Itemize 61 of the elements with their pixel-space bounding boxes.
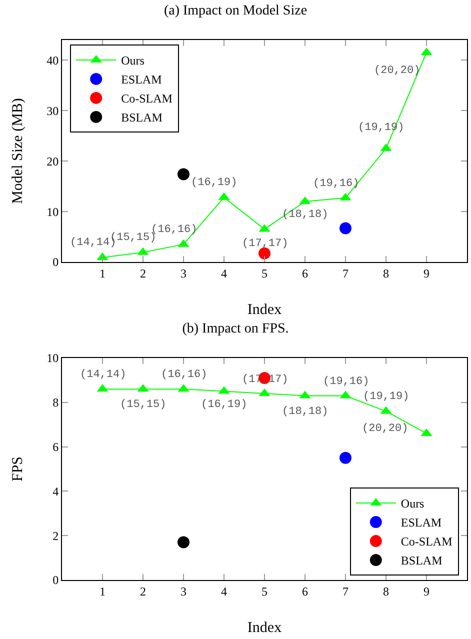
- annotation: (17,17): [242, 238, 288, 250]
- x-tick-label: 7: [342, 266, 348, 280]
- annotation: (16,16): [161, 369, 208, 381]
- y-tick-label: 6: [52, 440, 59, 454]
- x-tick-label: 6: [302, 584, 308, 598]
- x-tick-label: 1: [100, 266, 106, 280]
- annotation: (20,20): [374, 65, 420, 77]
- x-tick-label: 7: [342, 584, 348, 598]
- point: [340, 452, 352, 464]
- y-axis-title: FPS: [10, 456, 26, 482]
- legend-label: Co-SLAM: [121, 92, 173, 106]
- y-tick-label: 0: [52, 573, 59, 588]
- x-tick-label: 3: [180, 266, 186, 280]
- chart-title: (a) Impact on Model Size: [164, 4, 308, 19]
- x-tick-label: 9: [424, 584, 430, 598]
- x-tick-label: 2: [140, 584, 146, 598]
- annotation: (18,18): [282, 406, 328, 418]
- y-tick-label: 8: [52, 396, 59, 410]
- legend-label: BSLAM: [121, 110, 163, 125]
- x-tick-label: 8: [383, 584, 389, 598]
- y-tick-label: 10: [46, 204, 59, 219]
- x-tick-label: 9: [424, 266, 430, 280]
- y-tick-label: 4: [52, 484, 59, 498]
- y-tick-label: 30: [46, 104, 59, 118]
- y-axis-title: Model Size (MB): [10, 98, 26, 204]
- x-tick-label: 8: [383, 266, 389, 280]
- x-tick-label: 5: [262, 266, 268, 280]
- x-axis-title: Index: [247, 620, 282, 636]
- chart-title: (b) Impact on FPS.: [182, 322, 289, 337]
- annotation: (16,19): [191, 177, 238, 189]
- x-tick-label: 4: [221, 266, 227, 280]
- y-tick-label: 0: [52, 255, 59, 270]
- x-axis-title: Index: [247, 302, 282, 318]
- point: [178, 168, 190, 180]
- annotation: (18,18): [282, 209, 328, 221]
- legend-label: ESLAM: [400, 516, 442, 530]
- x-tick-label: 2: [140, 266, 146, 280]
- x-tick-label: 5: [262, 584, 268, 598]
- legend-label: BSLAM: [400, 554, 443, 568]
- x-tick-label: 1: [100, 584, 106, 598]
- legend-label: ESLAM: [121, 72, 162, 87]
- point: [340, 222, 352, 234]
- annotation: (16,19): [201, 399, 248, 411]
- x-tick-label: 4: [221, 584, 227, 598]
- y-tick-label: 10: [46, 351, 59, 366]
- annotation: (20,20): [362, 423, 408, 435]
- point: [178, 536, 190, 548]
- annotation: (19,16): [313, 178, 360, 190]
- annotation: (14,14): [80, 369, 126, 381]
- x-tick-label: 6: [302, 266, 308, 280]
- legend-label: Co-SLAM: [400, 534, 453, 549]
- y-tick-label: 2: [52, 528, 59, 543]
- annotation: (15,15): [120, 399, 166, 411]
- x-tick-label: 3: [180, 584, 186, 598]
- annotation: (19,19): [363, 391, 410, 403]
- y-tick-label: 40: [46, 53, 59, 68]
- annotation: (19,16): [323, 376, 370, 388]
- annotation: (16,16): [151, 224, 198, 236]
- y-tick-label: 20: [46, 154, 59, 168]
- legend-label: Ours: [400, 496, 425, 511]
- legend-label: Ours: [121, 54, 145, 68]
